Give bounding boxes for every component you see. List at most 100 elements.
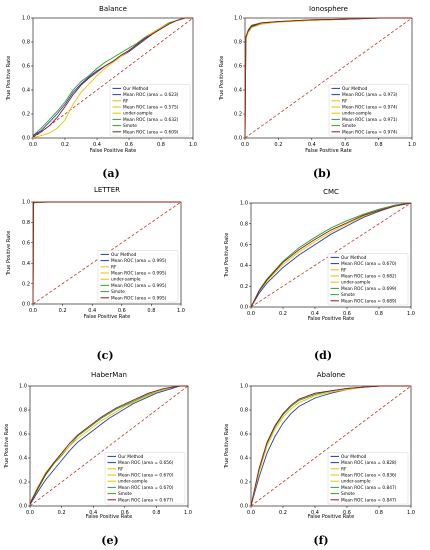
y-tick-label: 0.0: [22, 136, 30, 142]
y-tick-label: 1.0: [22, 200, 30, 206]
chance-diagonal: [244, 17, 413, 139]
legend-label: under-sample: [123, 111, 153, 117]
legend-box: [327, 253, 409, 306]
chart-title: Ionosphere: [309, 5, 348, 13]
y-tick-label: 0.4: [22, 88, 30, 94]
panel-balance: Balance 0.0 0.2 0.4 0.6 0.8 1.0 0.0 0.2 0.4 0.6 0.8…: [0, 0, 215, 180]
panel-label: (d): [313, 349, 333, 362]
x-tick-label: 0.4: [311, 311, 319, 317]
x-tick-label: 0.2: [274, 142, 282, 148]
panel-label: (c): [96, 349, 114, 362]
chance-diagonal: [250, 385, 412, 507]
y-tick-label: 0.6: [240, 242, 248, 248]
x-tick-label: 0.2: [279, 510, 287, 516]
x-tick-label: 0.4: [89, 510, 97, 516]
x-tick-label: 0.0: [29, 308, 37, 314]
legend-box: [97, 250, 179, 303]
legend-label: Mean ROC (area = 0.995): [111, 258, 167, 264]
chart-title: Abalone: [317, 371, 346, 379]
legend-label: Mean ROC (area = 0.973): [342, 92, 398, 98]
legend-label: Mean ROC (area = 0.847): [341, 485, 397, 491]
chart-letter: LETTER 0.0 0.2 0.4 0.6 0.8 1.0 0.0 0.2 0.4 0.6 0.8 1…: [6, 186, 185, 320]
panel-haberman: HaberMan 0.0 0.2 0.4 0.6 0.8 1.0 0.0 0.2 0.4 0.6 0.…: [0, 366, 215, 550]
y-tick-label: 0.8: [234, 40, 242, 46]
x-tick-label: 0.8: [375, 311, 383, 317]
legend-label: Mean ROC (area = 0.847): [341, 497, 397, 503]
x-tick-label: 1.0: [407, 311, 415, 317]
x-tick-label: 0.2: [59, 308, 67, 314]
x-tick-label: 1.0: [184, 510, 192, 516]
y-tick-label: 0.4: [240, 263, 248, 269]
y-tick-label: 0.6: [19, 432, 27, 438]
y-tick-label: 0.2: [240, 284, 248, 290]
y-tick-label: 0.0: [240, 504, 248, 510]
legend-label: Mean ROC (area = 0.971): [342, 117, 398, 123]
roc-series-1: [32, 17, 193, 136]
roc-series-1: [250, 202, 412, 308]
x-axis-label: False Positive Rate: [86, 514, 132, 520]
y-tick-label: 1.0: [240, 201, 248, 207]
y-tick-label: 0.4: [22, 261, 30, 267]
legend-label: Smote: [118, 491, 132, 497]
panel-label: (a): [102, 167, 120, 180]
x-tick-label: 0.0: [247, 510, 255, 516]
legend-label: Our Method: [111, 252, 137, 258]
legend-box: [109, 84, 191, 137]
legend-label: Mean ROC (area = 0.656): [118, 460, 174, 466]
legend-label: Mean ROC (area = 0.670): [118, 473, 174, 479]
y-axis-label: True Positive Rate: [219, 56, 225, 102]
legend-label: Mean ROC (area = 0.995): [111, 295, 167, 301]
y-tick-label: 0.8: [240, 408, 248, 414]
y-tick-label: 0.8: [240, 222, 248, 228]
legend-label: under-sample: [342, 111, 372, 117]
y-tick-label: 0.2: [240, 480, 248, 486]
y-tick-label: 0.6: [22, 64, 30, 70]
chart-title: CMC: [323, 188, 339, 196]
x-tick-label: 0.2: [61, 142, 69, 148]
x-tick-label: 0.6: [118, 308, 126, 314]
roc-series-4: [32, 17, 193, 138]
y-tick-label: 0.6: [240, 432, 248, 438]
x-tick-label: 0.8: [375, 510, 383, 516]
legend-label: Mean ROC (area = 0.974): [342, 105, 398, 111]
legend-box: [104, 452, 186, 505]
legend-label: Mean ROC (area = 0.689): [341, 298, 397, 304]
roc-series-2: [250, 202, 412, 308]
legend-label: RF: [123, 98, 129, 104]
x-tick-label: 0.0: [26, 510, 34, 516]
legend-label: under-sample: [341, 479, 371, 485]
legend-label: Our Method: [341, 454, 367, 460]
x-tick-label: 0.6: [341, 142, 349, 148]
chart-title: HaberMan: [91, 371, 127, 379]
legend-box: [328, 84, 410, 137]
legend-label: Mean ROC (area = 0.699): [341, 286, 397, 292]
panel-label: (f): [313, 534, 329, 547]
panel-abalone: Abalone 0.0 0.2 0.4 0.6 0.8 1.0 0.0 0.2 0.4 0.6 0.8…: [215, 366, 430, 550]
y-tick-label: 0.2: [234, 112, 242, 118]
y-tick-label: 0.2: [22, 281, 30, 287]
legend-label: Mean ROC (area = 0.974): [342, 129, 398, 135]
legend-label: Mean ROC (area = 0.632): [123, 117, 179, 123]
chart-cmc: CMC 0.0 0.2 0.4 0.6 0.8 1.0 0.0 0.2 0.4 0.6 0.8 1.0 F…: [224, 188, 415, 322]
legend-label: Mean ROC (area = 0.995): [111, 283, 167, 289]
chart-balance: Balance 0.0 0.2 0.4 0.6 0.8 1.0 0.0 0.2 0.4 0.6 0.8…: [6, 5, 197, 154]
chart-title: LETTER: [94, 186, 120, 194]
x-tick-label: 0.4: [88, 308, 96, 314]
y-tick-label: 0.0: [234, 136, 242, 142]
x-tick-label: 0.8: [375, 142, 383, 148]
x-axis-label: False Positive Rate: [308, 514, 354, 520]
y-tick-label: 0.2: [19, 480, 27, 486]
x-tick-label: 0.4: [308, 142, 316, 148]
x-axis-label: False Positive Rate: [84, 314, 130, 320]
chart-haberman: HaberMan 0.0 0.2 0.4 0.6 0.8 1.0 0.0 0.2 0.4 0.6 0.…: [4, 371, 192, 520]
y-axis-label: True Positive Rate: [6, 56, 12, 102]
legend-label: RF: [341, 466, 347, 472]
legend-label: under-sample: [111, 277, 141, 283]
legend-label: Our Method: [118, 454, 144, 460]
legend-label: under-sample: [341, 280, 371, 286]
panel-cmc: CMC 0.0 0.2 0.4 0.6 0.8 1.0 0.0 0.2 0.4 0.6 0.8 1.0 F…: [215, 183, 430, 363]
x-tick-label: 0.4: [311, 510, 319, 516]
y-tick-label: 0.0: [22, 302, 30, 308]
legend-box: [327, 452, 409, 505]
